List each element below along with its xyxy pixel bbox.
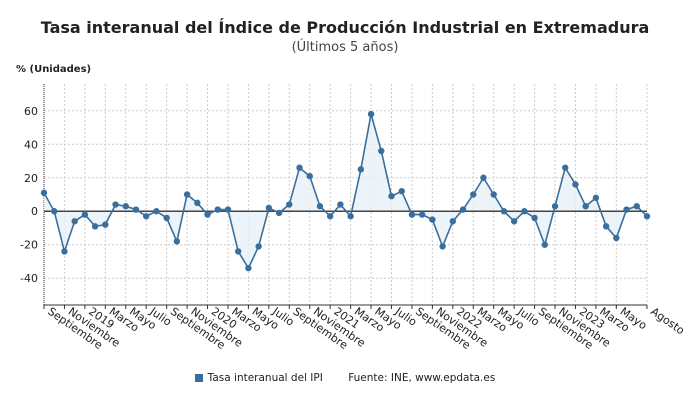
y-axis-label: % (Unidades) [16, 64, 92, 75]
y-tick-label: 60 [24, 105, 38, 118]
data-point [429, 216, 436, 223]
data-point [470, 191, 477, 198]
data-point [531, 214, 538, 222]
source-note: Fuente: INE, www.epdata.es [348, 372, 496, 384]
x-tick-label: Agosto [648, 305, 687, 338]
data-point [234, 248, 242, 255]
data-point [204, 211, 211, 218]
data-point [245, 264, 252, 272]
data-point [306, 172, 313, 180]
data-point [71, 218, 78, 225]
legend-label: Tasa interanual del IPI [207, 372, 323, 384]
data-point [551, 203, 559, 210]
data-point [633, 203, 640, 210]
data-point [490, 191, 497, 198]
legend: Tasa interanual del IPI Fuente: INE, www… [0, 372, 690, 384]
data-point [408, 211, 416, 218]
data-point [132, 206, 140, 213]
data-point [112, 201, 119, 208]
data-point [643, 213, 651, 220]
data-point [153, 208, 160, 215]
data-point [367, 110, 375, 118]
data-point [61, 248, 68, 255]
data-point [449, 218, 457, 225]
legend-swatch [194, 374, 203, 382]
data-point [510, 218, 518, 225]
data-point [602, 223, 610, 230]
data-point [214, 206, 221, 213]
data-point [102, 221, 109, 228]
data-point [81, 211, 89, 218]
data-point [337, 201, 344, 208]
data-point [143, 213, 150, 220]
data-point [286, 201, 293, 208]
data-point [296, 164, 303, 171]
data-point [459, 206, 467, 213]
data-point [224, 206, 232, 213]
data-point [521, 208, 528, 215]
data-point [418, 211, 426, 218]
data-point [541, 241, 548, 248]
data-point [480, 174, 487, 181]
data-point [378, 147, 385, 155]
data-point [592, 194, 600, 202]
data-point [388, 192, 395, 200]
y-tick-label: 0 [31, 205, 38, 218]
data-point [316, 203, 324, 210]
data-point [326, 213, 334, 220]
data-point [173, 238, 181, 245]
data-point [51, 208, 58, 215]
data-point [572, 181, 579, 188]
data-point [183, 191, 191, 198]
data-point [582, 203, 589, 210]
y-tick-label: 20 [24, 172, 38, 185]
data-point [357, 166, 365, 173]
data-point [194, 199, 201, 207]
chart-title: Tasa interanual del Índice de Producción… [40, 18, 650, 37]
y-tick-label: 40 [24, 138, 38, 151]
data-point [613, 234, 620, 242]
y-tick-label: -40 [20, 272, 38, 285]
y-tick-label: -20 [20, 239, 38, 252]
data-point [255, 243, 262, 250]
data-point [398, 187, 405, 195]
data-point [40, 189, 48, 197]
data-point [623, 206, 630, 213]
data-point [500, 208, 508, 215]
data-point [275, 209, 283, 217]
data-point [265, 204, 273, 212]
data-point [347, 213, 354, 220]
data-point [91, 223, 99, 230]
data-point [439, 243, 446, 250]
data-point [562, 164, 569, 171]
data-point [163, 214, 170, 222]
data-point [122, 203, 129, 210]
chart-subtitle: (Últimos 5 años) [291, 40, 399, 55]
